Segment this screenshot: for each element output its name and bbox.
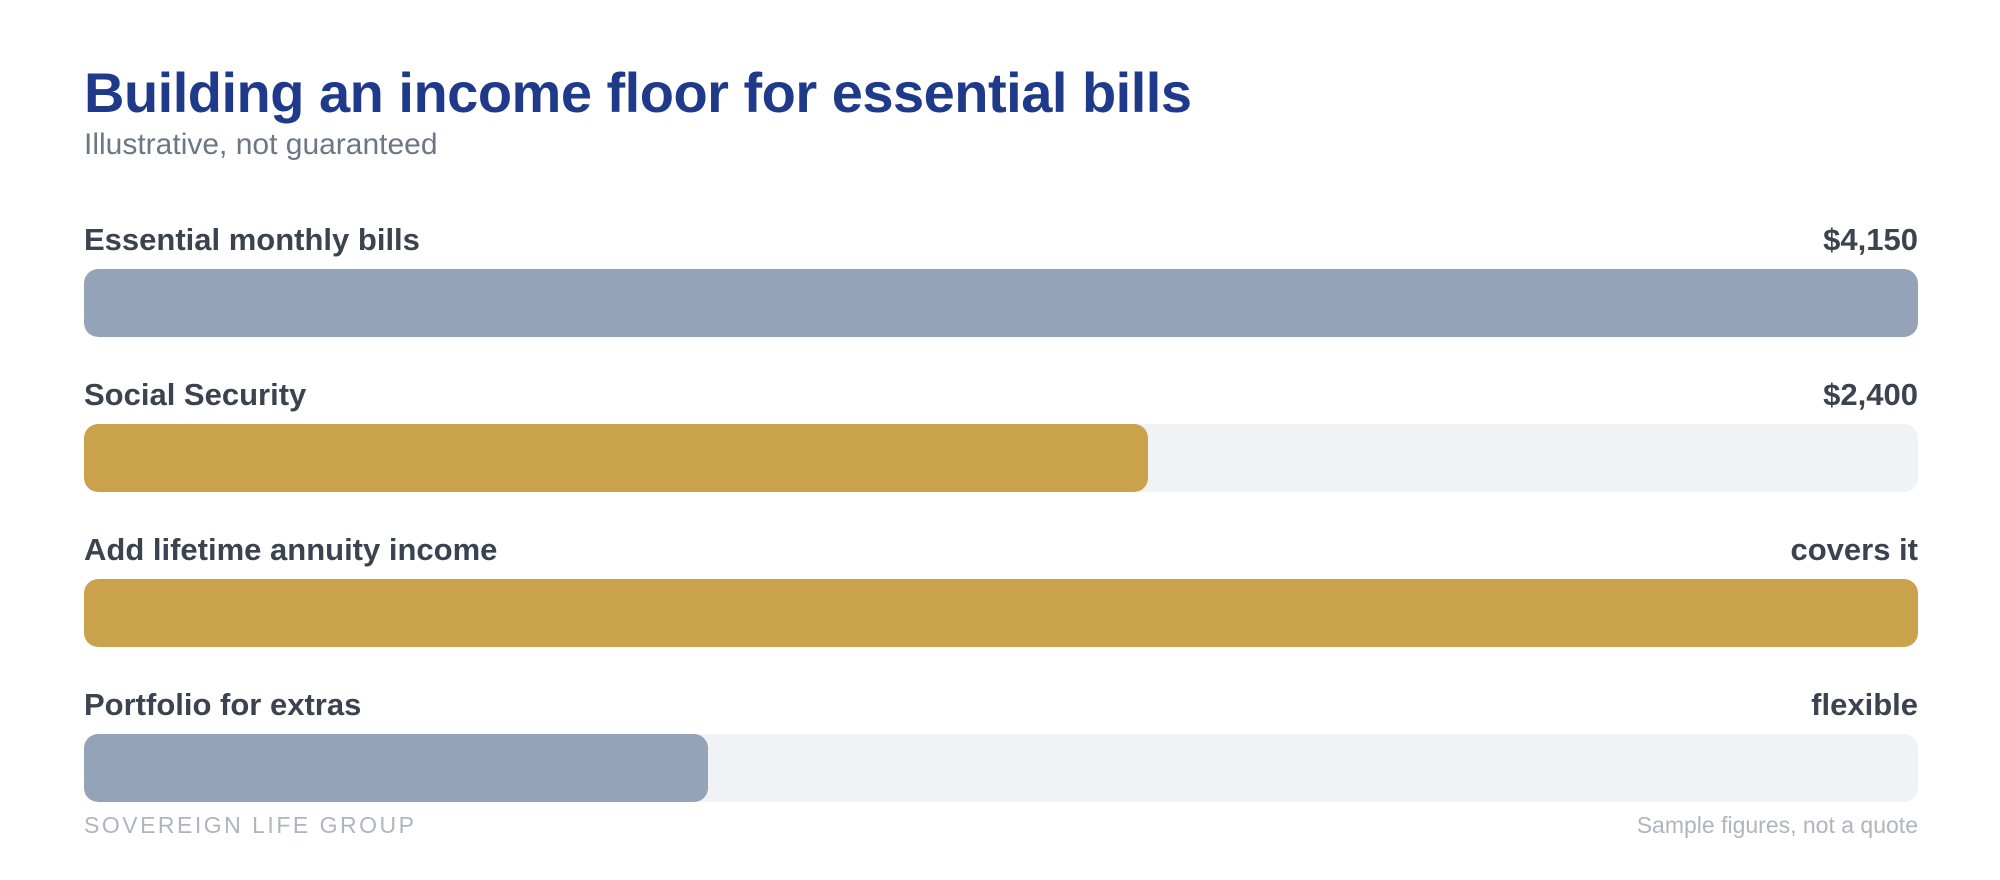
bar-fill <box>84 269 1918 337</box>
bar-fill <box>84 734 708 802</box>
bar-label: Add lifetime annuity income <box>84 532 498 567</box>
bar-track <box>84 424 1918 492</box>
bar-label: Portfolio for extras <box>84 687 362 722</box>
bar-value-label: $2,400 <box>1823 377 1918 412</box>
bar-track <box>84 269 1918 337</box>
bar-track <box>84 734 1918 802</box>
bar-label: Social Security <box>84 377 307 412</box>
chart-subtitle: Illustrative, not guaranteed <box>84 128 438 161</box>
bar-value-label: flexible <box>1811 687 1918 722</box>
chart-title: Building an income floor for essential b… <box>84 61 1192 124</box>
bar-track <box>84 579 1918 647</box>
bar-value-label: $4,150 <box>1823 222 1918 257</box>
bar-value-label: covers it <box>1790 532 1918 567</box>
bar-label: Essential monthly bills <box>84 222 420 257</box>
footer-note: Sample figures, not a quote <box>1636 812 1918 838</box>
bar-fill <box>84 424 1148 492</box>
brand-name: SOVEREIGN LIFE GROUP <box>84 812 417 838</box>
bar-fill <box>84 579 1918 647</box>
